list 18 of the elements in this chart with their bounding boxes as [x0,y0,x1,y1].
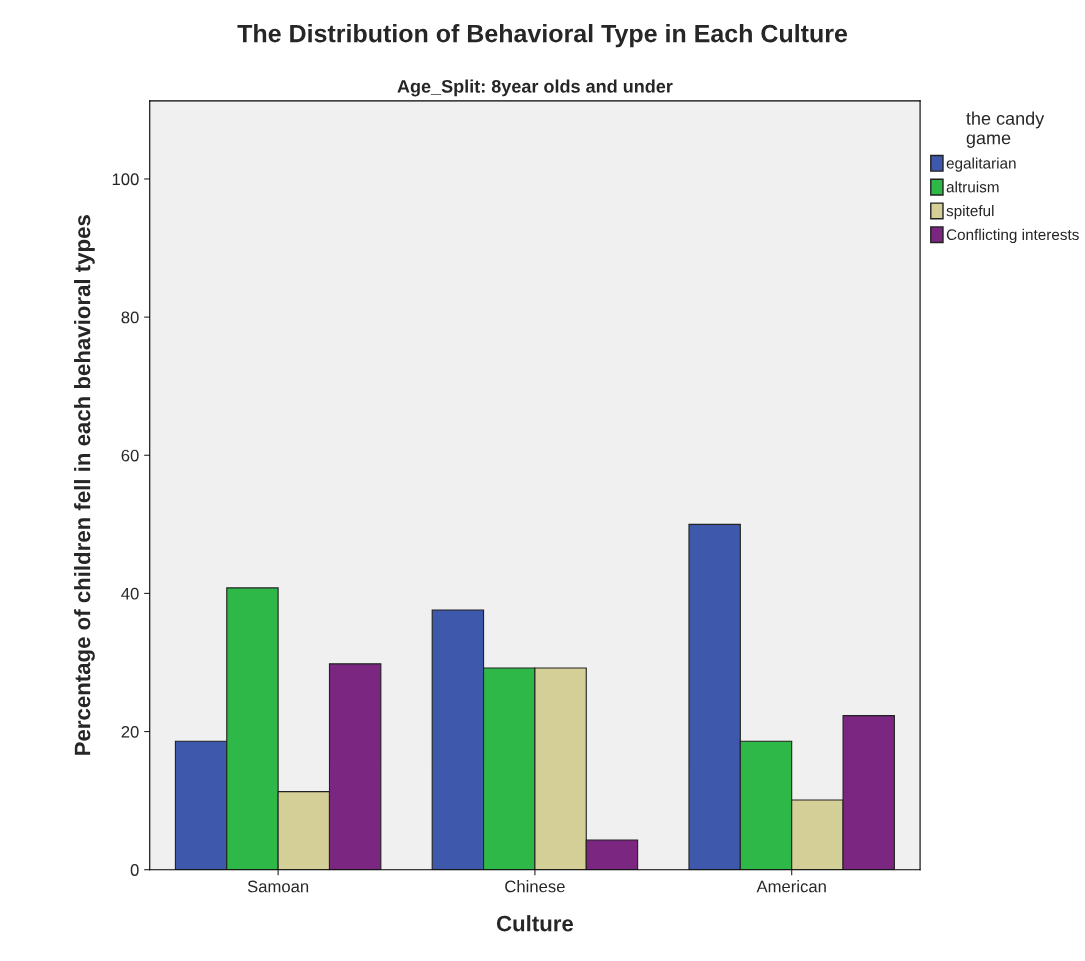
chart-title: The Distribution of Behavioral Type in Each Culture [237,24,848,48]
y-tick-label: 0 [130,864,139,876]
y-tick-label: 40 [121,587,139,600]
legend-label: Conflicting interests [946,228,1079,244]
y-tick-label: 20 [121,725,139,738]
y-tick-label: 60 [121,449,139,462]
y-axis-title: Percentage of children fell in each behavioral types [74,215,95,755]
legend-label: spiteful [946,205,994,220]
legend-title: the candy game [966,111,1045,148]
x-tick-label: Chinese [505,880,565,893]
y-tick-label: 100 [112,173,139,186]
y-tick-label: 80 [121,311,139,324]
x-tick-label: American [756,880,826,893]
legend-label: egalitarian [946,157,1016,172]
x-tick-label: Samoan [247,880,309,893]
chart-subtitle: Age_Split: 8year olds and under [397,79,673,97]
legend-label: altruism [946,181,999,193]
x-axis-title: Culture [496,915,574,932]
